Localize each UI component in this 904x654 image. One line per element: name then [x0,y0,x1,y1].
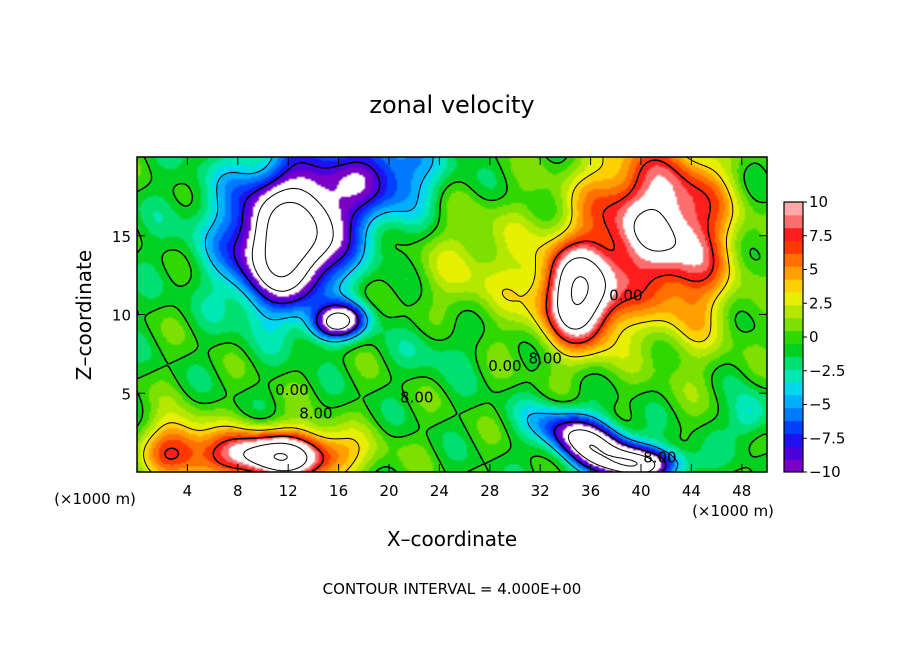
colorbar-swatch [784,202,803,216]
x-tick-label: 20 [379,482,398,500]
colorbar-swatch [784,304,803,319]
colorbar-tick-label: −2.5 [809,362,845,380]
colorbar-swatch [784,292,803,306]
colorbar-tick-label: 2.5 [809,294,833,312]
colorbar-swatch [784,227,803,242]
colorbar-tick-label: −5 [809,396,831,414]
heatmap [137,157,767,472]
colorbar-swatch [784,266,803,280]
contour-level [233,161,667,473]
x-tick-label: 12 [279,482,298,500]
colorbar-swatch [784,382,803,396]
colorbar-tick-label: 5 [809,261,819,279]
y-axis-ticks: 5 10 15 [112,228,767,403]
contour-labels: 8.00 0.00 0.00 8.00 0.00 8.00 8.00 [275,286,676,466]
colorbar-tick-label: 10 [809,193,828,211]
y-axis-label: Z–coordinate [72,250,96,380]
x-unit-label-right: (×1000 m) [692,502,774,520]
contour-label: 0.00 [488,357,521,375]
colorbar-swatch [784,433,803,447]
contour-level [243,208,676,472]
colorbar-swatch [784,407,803,422]
x-tick-label: 24 [430,482,449,500]
x-tick-label: 28 [480,482,499,500]
x-tick-label: 44 [682,482,701,500]
y-tick-label: 5 [121,385,131,403]
colorbar-tick-label: −7.5 [809,429,845,447]
colorbar-swatch [784,253,803,267]
contour-level [251,187,656,473]
x-tick-label: 40 [631,482,650,500]
colorbar-swatch [784,420,803,434]
x-tick-label: 4 [183,482,193,500]
contour-level [204,156,679,473]
contour-label: 0.00 [609,286,642,304]
colorbar: 10 7.5 5 2.5 0 −2.5 −5 −7.5 −10 [783,193,845,481]
x-axis-ticks: 4 8 12 16 20 24 28 32 36 40 44 48 [183,157,751,500]
x-unit-label-left: (×1000 m) [54,490,136,508]
colorbar-swatch [784,214,803,229]
x-tick-label: 48 [732,482,751,500]
x-axis-label: X–coordinate [387,527,517,551]
contour-label: 8.00 [299,404,332,422]
contour-level [273,276,589,461]
colorbar-swatch [784,356,803,370]
y-tick-label: 10 [112,307,131,325]
contour-level [264,201,638,467]
contour-lines [136,156,768,473]
colorbar-tick-label: 0 [809,328,819,346]
x-tick-label: 16 [329,482,348,500]
contour-label: 8.00 [400,389,433,407]
colorbar-swatch [784,343,803,357]
x-tick-label: 8 [233,482,243,500]
contour-level [143,156,734,473]
plot-area: 8.000.000.008.000.00 8.008.00 4 8 12 16 20 24 2… [112,156,768,500]
colorbar-swatch [784,459,803,473]
colorbar-swatch [784,369,803,383]
colorbar-swatch [784,394,803,409]
contour-label: 0.00 [275,381,308,399]
colorbar-swatch [784,317,803,332]
contour-interval-note: CONTOUR INTERVAL = 4.000E+00 [323,580,582,598]
x-tick-label: 32 [531,482,550,500]
colorbar-swatch [784,446,803,460]
contour-label: 8.00 [643,449,676,467]
contour-label: 8.00 [529,349,562,367]
colorbar-tick-label: −10 [809,463,841,481]
x-tick-label: 36 [581,482,600,500]
colorbar-swatch [784,330,803,344]
colorbar-swatch [784,240,803,254]
chart-title: zonal velocity [369,91,534,119]
colorbar-tick-label: 7.5 [809,227,833,245]
contour-level [164,159,715,473]
colorbar-swatch [784,279,803,293]
y-tick-label: 15 [112,228,131,246]
